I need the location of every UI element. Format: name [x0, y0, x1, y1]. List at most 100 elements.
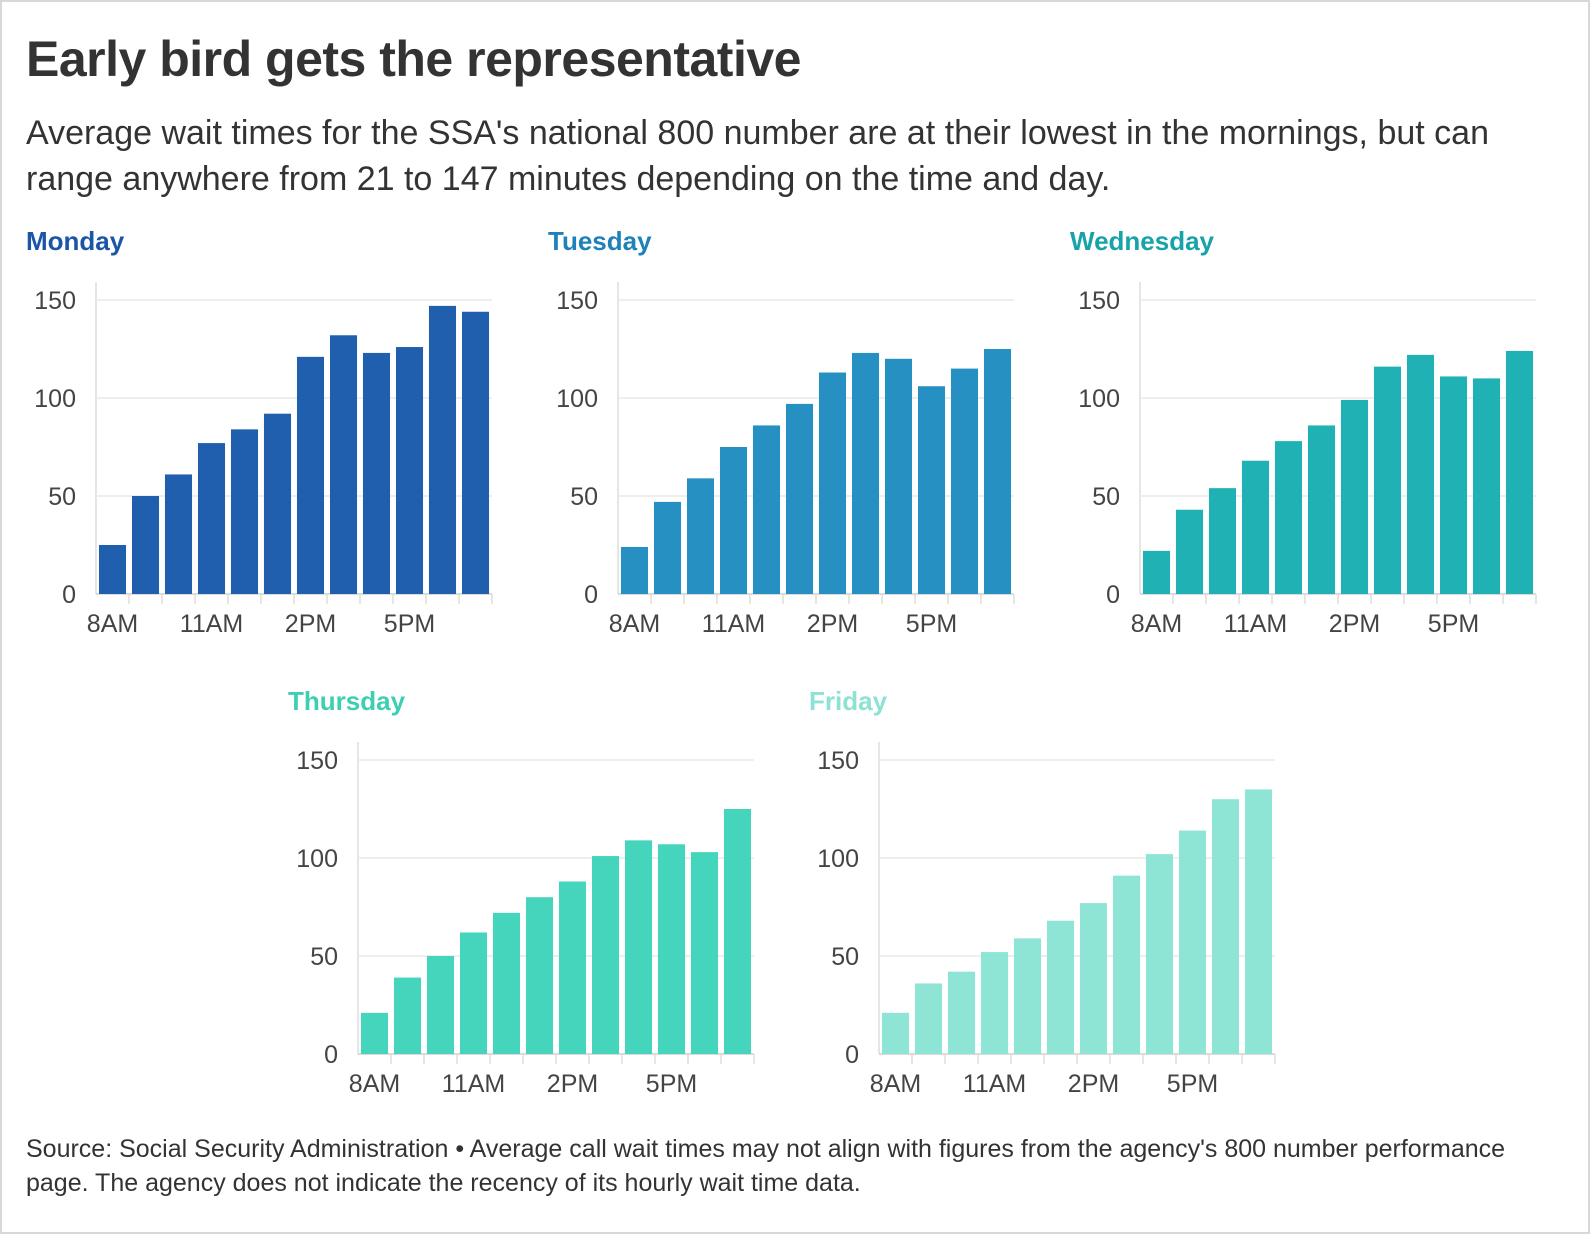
bar-monday-6: [296, 356, 325, 594]
y-tick-label: 150: [556, 287, 598, 315]
x-tick-label: 8AM: [1131, 610, 1182, 638]
bar-wednesday-11: [1505, 350, 1534, 594]
bar-friday-2: [947, 971, 976, 1054]
bar-wednesday-2: [1208, 488, 1237, 594]
chart-subtitle: Average wait times for the SSA's nationa…: [26, 114, 1489, 198]
chart-title: Early bird gets the representative: [26, 31, 801, 87]
bar-thursday-7: [591, 856, 620, 1054]
bar-thursday-4: [492, 912, 521, 1054]
bar-wednesday-8: [1406, 354, 1435, 594]
bar-wednesday-4: [1274, 441, 1303, 594]
bar-wednesday-1: [1175, 509, 1204, 594]
x-tick-label: 5PM: [646, 1070, 697, 1098]
bar-chart-friday: 0 50 100 150 8AM 11AM 2PM 5PM: [817, 742, 1276, 1098]
bar-thursday-9: [657, 844, 686, 1054]
bar-monday-10: [428, 305, 457, 594]
x-tick-label: 11AM: [702, 610, 765, 638]
x-tick-label: 2PM: [1329, 610, 1380, 638]
bar-tuesday-5: [785, 403, 814, 594]
bar-monday-0: [98, 545, 127, 594]
bar-tuesday-1: [653, 501, 682, 594]
panel-title-tuesday: Tuesday: [548, 226, 652, 256]
bar-thursday-1: [393, 977, 422, 1054]
bar-chart-tuesday: 0 50 100 150 8AM 11AM 2PM 5PM: [556, 282, 1015, 638]
x-tick-label: 5PM: [1428, 610, 1479, 638]
bar-friday-7: [1112, 875, 1141, 1054]
y-tick-label: 50: [310, 943, 338, 971]
bar-friday-4: [1013, 938, 1042, 1054]
bar-tuesday-11: [983, 349, 1012, 594]
x-tick-label: 8AM: [609, 610, 660, 638]
panel-friday: Friday 0 50 100 150 8AM 11AM 2PM 5PM: [809, 688, 1309, 1118]
bar-tuesday-0: [620, 546, 649, 594]
bar-chart-monday: 0 50 100 150 8AM 11AM 2PM 5PM: [34, 282, 493, 638]
bar-monday-8: [362, 352, 391, 594]
bar-chart-thursday: 0 50 100 150 8AM 11AM 2PM 5PM: [296, 742, 755, 1098]
bar-wednesday-5: [1307, 425, 1336, 594]
x-tick-label: 2PM: [285, 610, 336, 638]
bar-friday-8: [1145, 854, 1174, 1054]
bar-friday-3: [980, 952, 1009, 1054]
y-tick-label: 150: [817, 747, 859, 775]
y-tick-label: 50: [1092, 483, 1120, 511]
y-tick-label: 0: [845, 1041, 859, 1069]
bar-thursday-10: [690, 852, 719, 1054]
bar-friday-10: [1211, 799, 1240, 1054]
panel-title-thursday: Thursday: [288, 686, 406, 716]
y-tick-label: 100: [1078, 385, 1120, 413]
x-tick-label: 2PM: [1068, 1070, 1119, 1098]
bar-friday-9: [1178, 830, 1207, 1054]
bar-tuesday-3: [719, 447, 748, 594]
bar-monday-11: [461, 311, 490, 594]
bar-tuesday-9: [917, 386, 946, 594]
y-tick-label: 100: [817, 845, 859, 873]
bar-wednesday-3: [1241, 460, 1270, 594]
bar-monday-4: [230, 429, 259, 594]
bar-thursday-5: [525, 897, 554, 1054]
bar-monday-2: [164, 474, 193, 594]
bar-monday-1: [131, 496, 160, 594]
y-tick-label: 150: [34, 287, 76, 315]
y-tick-label: 100: [556, 385, 598, 413]
bar-monday-9: [395, 347, 424, 594]
y-tick-label: 0: [324, 1041, 338, 1069]
y-tick-label: 0: [62, 581, 76, 609]
x-tick-label: 11AM: [442, 1070, 505, 1098]
y-tick-label: 150: [296, 747, 338, 775]
x-tick-label: 8AM: [870, 1070, 921, 1098]
panel-title-friday: Friday: [809, 686, 888, 716]
bar-thursday-11: [723, 809, 752, 1054]
panel-title-wednesday: Wednesday: [1070, 226, 1215, 256]
x-tick-label: 5PM: [906, 610, 957, 638]
x-tick-label: 5PM: [1167, 1070, 1218, 1098]
bar-monday-3: [197, 443, 226, 594]
bar-friday-5: [1046, 920, 1075, 1054]
y-tick-label: 50: [831, 943, 859, 971]
bar-tuesday-2: [686, 478, 715, 594]
x-tick-label: 8AM: [87, 610, 138, 638]
bar-wednesday-7: [1373, 366, 1402, 594]
bar-friday-1: [914, 983, 943, 1054]
bar-monday-7: [329, 335, 358, 594]
bar-tuesday-7: [851, 352, 880, 594]
bar-tuesday-10: [950, 368, 979, 594]
bar-thursday-8: [624, 840, 653, 1054]
panel-monday: Monday 0 50 100 150 8AM 11AM 2PM 5PM: [26, 228, 526, 658]
bar-wednesday-0: [1142, 550, 1171, 594]
bar-thursday-0: [360, 1012, 389, 1054]
panel-thursday: Thursday 0 50 100 150 8AM 11AM 2PM 5PM: [288, 688, 788, 1118]
bar-friday-6: [1079, 903, 1108, 1054]
x-tick-label: 2PM: [547, 1070, 598, 1098]
bar-monday-5: [263, 413, 292, 594]
y-tick-label: 50: [48, 483, 76, 511]
y-tick-label: 100: [34, 385, 76, 413]
bar-wednesday-9: [1439, 376, 1468, 594]
bar-tuesday-6: [818, 372, 847, 594]
source-note: Source: Social Security Administration •…: [26, 1135, 1506, 1197]
x-tick-label: 11AM: [180, 610, 243, 638]
x-tick-label: 11AM: [963, 1070, 1026, 1098]
bar-chart-wednesday: 0 50 100 150 8AM 11AM 2PM 5PM: [1078, 282, 1537, 638]
bar-wednesday-6: [1340, 399, 1369, 594]
bar-thursday-6: [558, 881, 587, 1054]
